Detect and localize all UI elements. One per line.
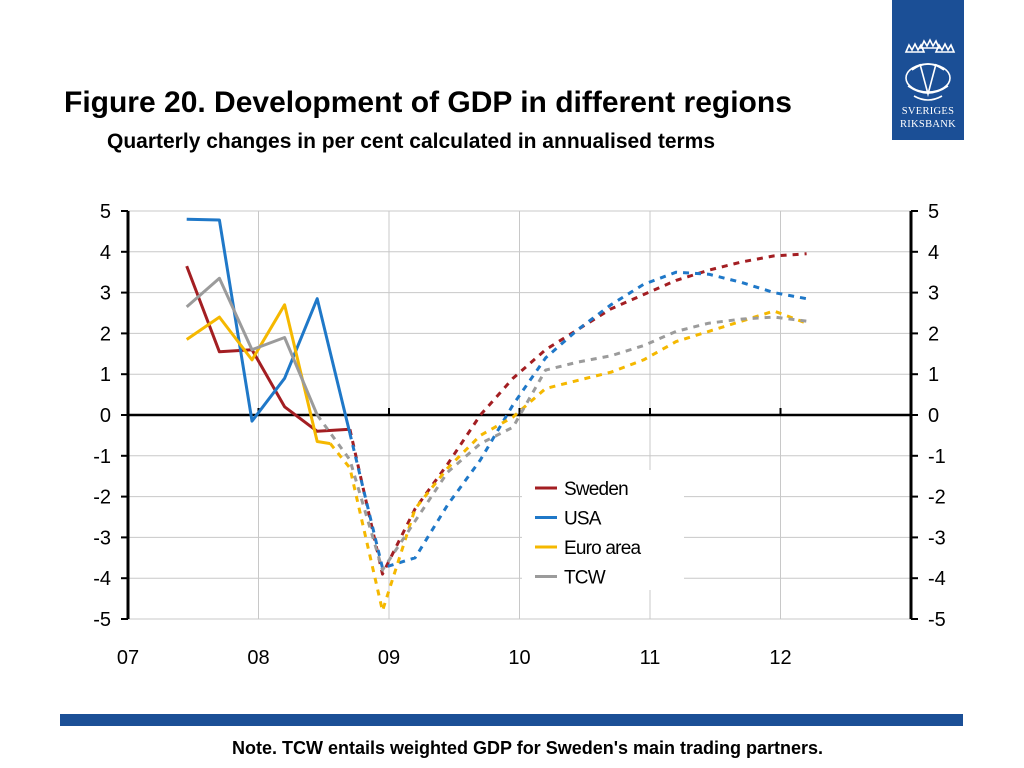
riksbank-crest-icon	[904, 38, 956, 101]
y-tick-label-right: 0	[928, 405, 939, 427]
y-tick-label-right: -2	[928, 487, 946, 509]
y-tick-label-right: 4	[928, 242, 939, 264]
y-tick-label-right: -4	[928, 568, 946, 590]
y-tick-label-left: -4	[93, 568, 111, 590]
y-tick-label-right: -1	[928, 446, 946, 468]
y-tick-label-left: 1	[100, 364, 111, 386]
series-euro-area-forecast	[329, 309, 808, 613]
y-tick-label-right: -5	[928, 609, 946, 631]
x-tick-label: 12	[769, 647, 791, 669]
x-tick-label: 08	[247, 647, 269, 669]
legend-label: USA	[564, 509, 602, 530]
y-tick-label-left: 0	[100, 405, 111, 427]
legend: Sweden USA Euro area TCW	[522, 470, 684, 590]
series-usa-forecast	[348, 270, 807, 570]
y-tick-label-left: 2	[100, 323, 111, 345]
footer-bar	[60, 714, 963, 726]
gdp-line-chart: 5 54 43 32 21 10 0-1 -1-2 -2-3 -3-4 -4-5 -507 08 09 10…	[93, 201, 946, 669]
series-sweden-outcome	[185, 265, 350, 433]
chart-subtitle: Quarterly changes in per cent calculated…	[107, 130, 716, 153]
y-tick-label-right: 1	[928, 364, 939, 386]
series-euro-area-outcome	[185, 303, 331, 446]
legend-label: Euro area	[564, 538, 641, 559]
riksbank-logo: SVERIGES RIKSBANK	[892, 0, 964, 140]
x-tick-label: 10	[508, 647, 530, 669]
y-tick-label-left: -1	[93, 446, 111, 468]
x-tick-label: 09	[378, 647, 400, 669]
y-tick-label-right: 3	[928, 283, 939, 305]
y-tick-label-left: -5	[93, 609, 111, 631]
y-tick-label-right: 5	[928, 201, 939, 223]
chart-title: Figure 20. Development of GDP in differe…	[64, 86, 792, 119]
x-tick-label: 11	[640, 647, 661, 669]
y-tick-label-right: 2	[928, 323, 939, 345]
series-tcw-outcome	[185, 276, 319, 416]
series-usa-outcome	[186, 217, 352, 434]
logo-line1: SVERIGES	[901, 106, 955, 117]
y-tick-label-right: -3	[928, 527, 946, 549]
y-tick-label-left: -3	[93, 527, 111, 549]
y-tick-label-left: 4	[100, 242, 111, 264]
legend-label: TCW	[564, 568, 606, 589]
y-tick-label-left: -2	[93, 487, 111, 509]
x-tick-label: 07	[117, 647, 139, 669]
y-tick-label-left: 5	[100, 201, 111, 223]
legend-box	[522, 470, 684, 590]
footnote: Note. TCW entails weighted GDP for Swede…	[232, 738, 824, 758]
axes: 5 54 43 32 21 10 0-1 -1-2 -2-3 -3-4 -4-5 -507 08 09 10…	[93, 201, 946, 669]
series-lines	[185, 217, 808, 613]
legend-label: Sweden	[564, 479, 628, 500]
y-tick-label-left: 3	[100, 283, 111, 305]
logo-line2: RIKSBANK	[899, 119, 957, 130]
